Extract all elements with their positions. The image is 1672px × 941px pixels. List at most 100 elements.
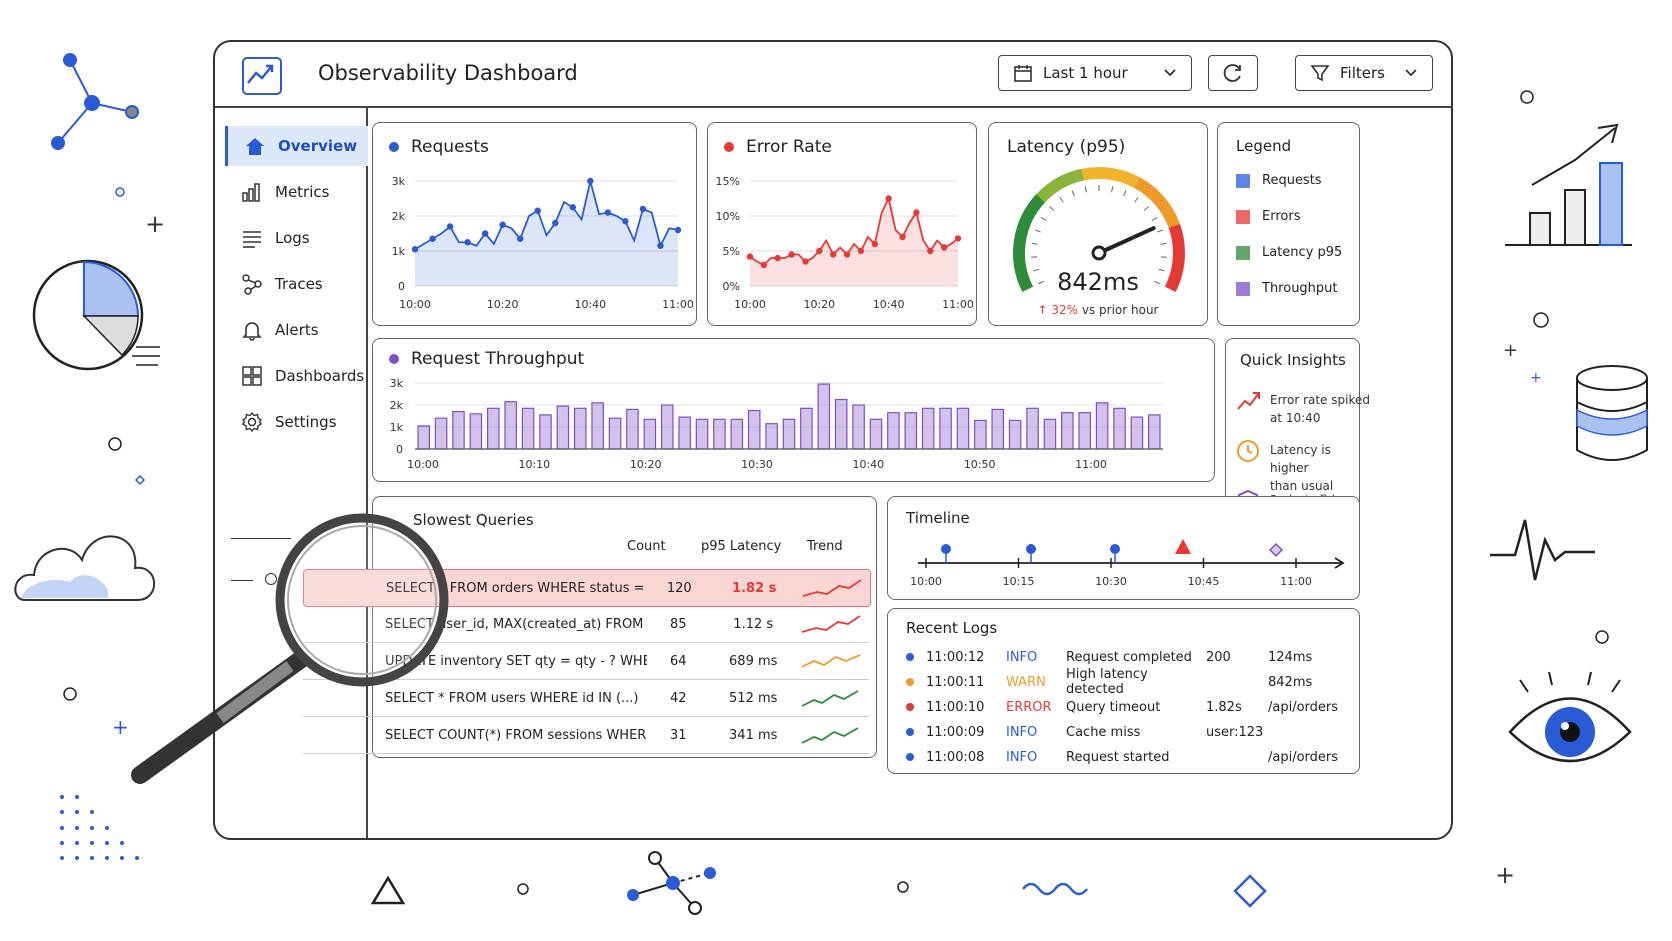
collapse-handle[interactable]: [231, 580, 253, 581]
sidebar-item-alerts[interactable]: Alerts: [225, 310, 365, 350]
sidebar-item-metrics[interactable]: Metrics: [225, 172, 365, 212]
sidebar-item-dashboards[interactable]: Dashboards: [225, 356, 365, 396]
gauge-tick: [1049, 206, 1055, 211]
col-trend-header: Trend: [807, 539, 843, 554]
gauge-tick: [1123, 190, 1127, 197]
gear-icon: [239, 409, 265, 435]
event-marker: [1110, 544, 1120, 554]
legend-label: Latency p95: [1262, 245, 1343, 260]
data-point: [639, 205, 647, 213]
table-row[interactable]: SELECT * FROM orders WHERE status = ? 120…: [303, 569, 871, 607]
data-point: [816, 247, 823, 255]
gauge-tick: [1071, 190, 1075, 197]
gauge-tick: [1111, 186, 1114, 193]
delta-suffix: vs prior hour: [1081, 303, 1159, 317]
throughput-bar: [434, 417, 448, 450]
throughput-bar: [782, 418, 796, 450]
log-row[interactable]: 11:00:11 WARN High latency detected 842ms: [906, 667, 1348, 697]
log-message: Request started: [1066, 749, 1170, 765]
gauge-segment: [1013, 194, 1046, 293]
query-text: SELECT COUNT(*) FROM sessions WHERE exp …: [385, 727, 647, 743]
card-title: Request Throughput: [389, 349, 584, 369]
log-level: WARN: [1006, 674, 1046, 690]
legend-item[interactable]: Latency p95: [1236, 245, 1342, 260]
timeline-tick-label: 10:30: [1095, 575, 1127, 588]
toggle-dot[interactable]: [265, 573, 277, 585]
sidebar-item-label: Metrics: [275, 183, 330, 201]
log-row[interactable]: 11:00:12 INFO Request completed 200 124ms: [906, 645, 1348, 669]
data-point: [857, 247, 865, 255]
table-row[interactable]: SELECT * FROM users WHERE id IN (...) 42 5…: [303, 680, 869, 717]
slowest-queries-card: Slowest Queries Count p95 Latency Trend …: [303, 496, 877, 758]
data-point: [587, 177, 594, 185]
table-row[interactable]: SELECT user_id, MAX(created_at) FROM eve…: [303, 606, 869, 643]
gauge-needle: [1097, 226, 1156, 255]
throughput-bar: [626, 408, 639, 450]
x-tick-label: 10:40: [852, 458, 884, 471]
x-tick-label: 11:00: [662, 298, 694, 311]
log-row[interactable]: 11:00:08 INFO Request started/api/orders: [906, 745, 1348, 769]
x-tick-label: 10:40: [574, 298, 606, 311]
legend-item[interactable]: Throughput: [1236, 281, 1338, 296]
calendar-icon: [1013, 63, 1033, 83]
gauge-tick: [1158, 268, 1165, 272]
page-title: Observability Dashboard: [318, 61, 578, 85]
sidebar-item-label: Logs: [275, 229, 310, 247]
series-dot: [724, 142, 734, 152]
log-message: High latency detected: [1066, 667, 1148, 697]
svg-text:+: +: [145, 210, 165, 238]
throughput-bar: [1078, 412, 1092, 450]
data-point: [954, 235, 962, 242]
chevron-down-icon: [1163, 68, 1177, 78]
log-extra: /api/orders: [1268, 749, 1339, 765]
table-row[interactable]: UPDATE inventory SET qty = qty - ? WHERE…: [303, 643, 869, 680]
data-point: [481, 230, 489, 237]
throughput-bar: [939, 407, 952, 450]
error-rate-card: Error Rate 0% 5% 10% 15% 10:00 10:20 10:40 11:0…: [707, 122, 977, 326]
query-latency: 1.12 s: [733, 616, 774, 632]
log-level: INFO: [1006, 724, 1038, 740]
table-row[interactable]: SELECT COUNT(*) FROM sessions WHERE exp …: [303, 717, 869, 754]
refresh-icon: [1222, 62, 1244, 84]
data-point: [569, 204, 576, 211]
data-point: [843, 251, 851, 258]
filters-button[interactable]: Filters: [1295, 55, 1433, 91]
legend-item[interactable]: Errors: [1236, 209, 1300, 224]
sidebar-item-overview[interactable]: Overview: [225, 126, 368, 166]
gauge-tick: [1160, 242, 1167, 245]
heartbeat-icon: [1490, 519, 1595, 581]
throughput-bar: [643, 418, 657, 450]
diamond-marker: [1268, 542, 1284, 558]
legend-item[interactable]: Requests: [1236, 173, 1322, 188]
requests-chart: 0 1k 2k 3k 10:00 10:20 10:40 11:00: [392, 175, 694, 311]
gauge-tick: [1154, 280, 1160, 285]
throughput-bar: [904, 412, 918, 450]
legend-swatch: [1236, 281, 1250, 296]
sidebar-item-traces[interactable]: Traces: [225, 264, 365, 304]
time-range-select[interactable]: Last 1 hour: [998, 55, 1192, 91]
throughput-bar: [765, 423, 778, 450]
event-marker: [941, 544, 951, 554]
refresh-button[interactable]: [1208, 55, 1258, 91]
sidebar-item-logs[interactable]: Logs: [225, 218, 365, 258]
log-extra: /api/orders: [1268, 699, 1339, 715]
log-extra: 842ms: [1268, 674, 1313, 690]
throughput-bar: [1130, 416, 1144, 450]
gauge-tick: [1034, 229, 1041, 233]
trend-sparkline: [801, 654, 861, 668]
log-time: 11:00:10: [926, 699, 985, 715]
data-point: [788, 251, 795, 258]
throughput-bar: [486, 407, 500, 450]
throughput-bar: [452, 410, 465, 450]
throughput-bar: [1026, 407, 1039, 450]
log-level-dot: [906, 703, 914, 711]
log-row[interactable]: 11:00:09 INFO Cache miss user:123: [906, 720, 1348, 744]
legend-label: Requests: [1262, 173, 1322, 188]
dashboard-window: Observability Dashboard Last 1 hour Filt…: [213, 40, 1453, 840]
latency-delta: ↑ 32% vs prior hour: [989, 303, 1207, 317]
sidebar-item-settings[interactable]: Settings: [225, 402, 365, 442]
clock-icon: [1237, 440, 1259, 462]
log-row[interactable]: 11:00:10 ERROR Query timeout 1.82s/api/orde…: [906, 695, 1348, 719]
gauge-tick: [1084, 186, 1087, 193]
throughput-bar: [747, 409, 761, 450]
